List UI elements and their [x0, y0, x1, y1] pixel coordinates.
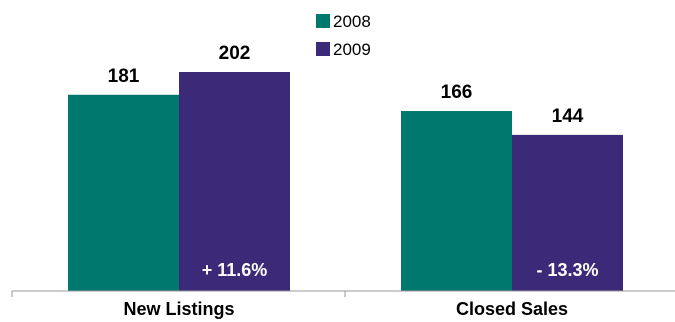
- bar-value-label: 181: [108, 66, 140, 87]
- bar-value-label: 166: [441, 82, 473, 103]
- bar-value-label: 144: [552, 106, 584, 127]
- category-label: Closed Sales: [456, 299, 568, 319]
- labels-layer: 181 202 + 11.6% New Listings 166 144 - 13.3% Cl…: [108, 43, 599, 319]
- change-percent-label: - 13.3%: [536, 260, 598, 280]
- legend-swatch-2008: [316, 14, 330, 28]
- change-percent-label: + 11.6%: [202, 260, 268, 280]
- legend: 2008 2009: [316, 12, 371, 59]
- bars-layer: [68, 72, 623, 292]
- category-label: New Listings: [123, 299, 234, 319]
- bar-2008-new-listings: [68, 94, 179, 291]
- legend-label-2009: 2009: [333, 40, 371, 59]
- bar-value-label: 202: [219, 43, 251, 64]
- legend-label-2008: 2008: [333, 12, 371, 31]
- bar-2008-closed-sales: [401, 111, 512, 292]
- legend-swatch-2009: [316, 42, 330, 56]
- bar-2009-new-listings: [179, 72, 290, 291]
- bar-2009-closed-sales: [512, 134, 623, 291]
